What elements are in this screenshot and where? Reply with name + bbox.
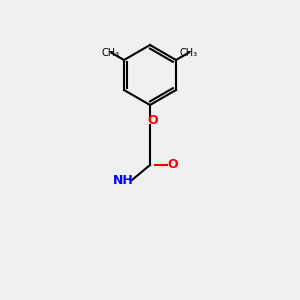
Text: O: O [148,113,158,127]
Text: CH₃: CH₃ [180,47,198,58]
Text: CH₃: CH₃ [102,47,120,58]
Text: NH: NH [112,173,134,187]
Text: O: O [167,158,178,172]
